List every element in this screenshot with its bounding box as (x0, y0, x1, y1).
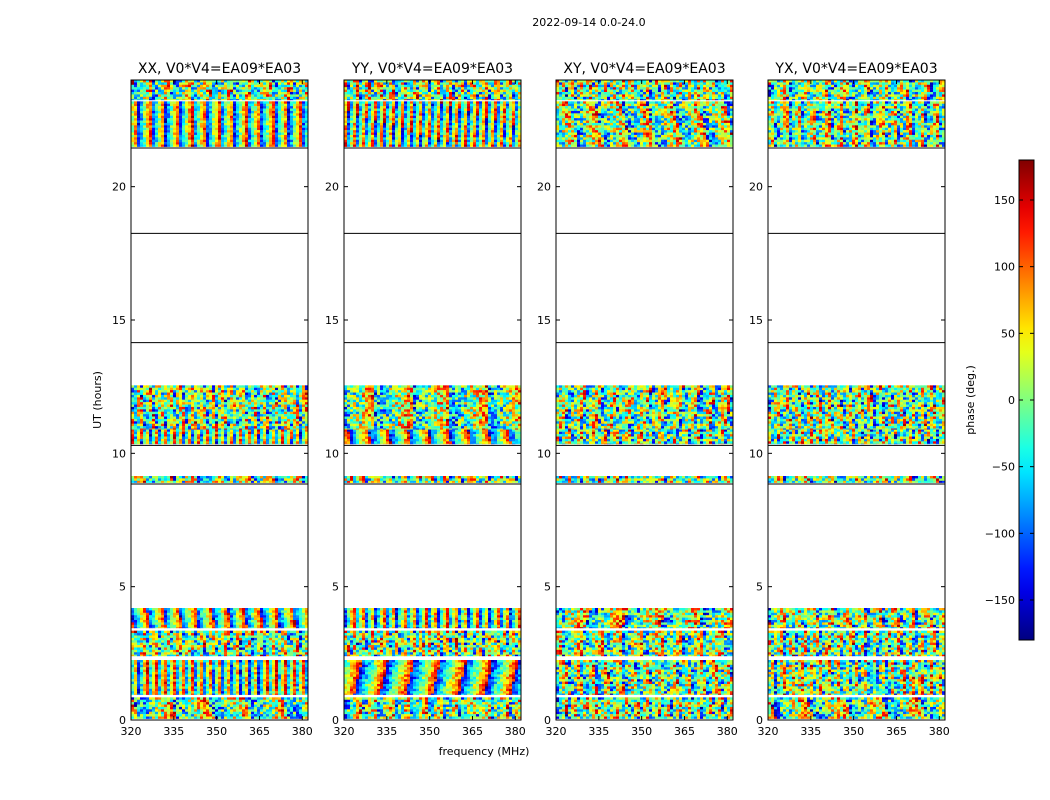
y-tick-label: 10 (325, 447, 339, 460)
x-tick-label: 350 (206, 725, 227, 738)
panel-4: YX, V0*V4=EA09*EA03 320 335 350 365 380 0 5 10 15… (749, 61, 950, 738)
x-tick-label: 365 (886, 725, 907, 738)
y-tick-label: 0 (332, 714, 339, 727)
x-tick-label: 335 (800, 725, 821, 738)
y-tick-label: 20 (749, 181, 763, 194)
panel-title: YY, V0*V4=EA09*EA03 (351, 61, 513, 77)
panel-frame (767, 79, 946, 721)
panel-title: YX, V0*V4=EA09*EA03 (774, 61, 937, 77)
colorbar-tick-label: 50 (1001, 327, 1015, 340)
panel-3: XY, V0*V4=EA09*EA03 320 335 350 365 380 0 5 10 15… (537, 61, 738, 738)
phase-image (344, 80, 521, 719)
y-tick-label: 10 (537, 447, 551, 460)
phase-image (131, 80, 308, 719)
x-tick-label: 380 (292, 725, 313, 738)
colorbar-tick-label: 0 (1008, 394, 1015, 407)
y-tick-label: 20 (537, 181, 551, 194)
y-tick-label: 15 (537, 314, 551, 327)
x-tick-label: 335 (376, 725, 397, 738)
figure-suptitle: 2022-09-14 0.0-24.0 (532, 16, 645, 29)
y-tick-label: 0 (119, 714, 126, 727)
y-tick-label: 20 (112, 181, 126, 194)
y-tick-label: 0 (544, 714, 551, 727)
x-tick-label: 335 (163, 725, 184, 738)
colorbar-tick-label: −100 (985, 527, 1015, 540)
y-tick-label: 10 (112, 447, 126, 460)
panel-frame (343, 79, 522, 721)
colorbar-tick-label: −50 (992, 461, 1015, 474)
x-tick-label: 335 (588, 725, 609, 738)
x-tick-label: 380 (929, 725, 950, 738)
x-tick-label: 350 (419, 725, 440, 738)
phase-image (556, 80, 733, 719)
panel-frame (130, 79, 309, 721)
y-tick-label: 15 (749, 314, 763, 327)
colorbar-label: phase (deg.) (964, 365, 977, 435)
colorbar-tick-label: −150 (985, 594, 1015, 607)
panels-group: XX, V0*V4=EA09*EA03 320 335 350 365 380 0 5 10 15… (112, 61, 950, 738)
x-tick-label: 320 (546, 725, 567, 738)
panel-2: YY, V0*V4=EA09*EA03 320 335 350 365 380 0 5 10 15… (325, 61, 526, 738)
y-tick-label: 5 (544, 581, 551, 594)
x-tick-label: 320 (334, 725, 355, 738)
x-tick-label: 320 (121, 725, 142, 738)
x-tick-label: 350 (843, 725, 864, 738)
x-tick-label: 365 (249, 725, 270, 738)
y-tick-label: 5 (756, 581, 763, 594)
x-tick-label: 380 (717, 725, 738, 738)
x-tick-label: 320 (758, 725, 779, 738)
x-tick-label: 365 (462, 725, 483, 738)
y-tick-label: 15 (112, 314, 126, 327)
phase-image (768, 80, 945, 719)
panel-1: XX, V0*V4=EA09*EA03 320 335 350 365 380 0 5 10 15… (112, 61, 313, 738)
x-tick-label: 365 (674, 725, 695, 738)
y-tick-label: 0 (756, 714, 763, 727)
y-tick-label: 5 (332, 581, 339, 594)
x-tick-label: 350 (631, 725, 652, 738)
panel-title: XX, V0*V4=EA09*EA03 (138, 61, 301, 77)
y-tick-label: 5 (119, 581, 126, 594)
colorbar-tick-label: 150 (994, 194, 1015, 207)
y-axis-label: UT (hours) (91, 371, 104, 429)
y-tick-label: 20 (325, 181, 339, 194)
x-axis-label: frequency (MHz) (439, 745, 530, 758)
x-tick-label: 380 (505, 725, 526, 738)
colorbar-tick-label: 100 (994, 261, 1015, 274)
y-tick-label: 10 (749, 447, 763, 460)
colorbar: −150 −100 −50 0 50 100 150 (985, 159, 1035, 641)
panel-title: XY, V0*V4=EA09*EA03 (563, 61, 725, 77)
y-tick-label: 15 (325, 314, 339, 327)
panel-frame (555, 79, 734, 721)
